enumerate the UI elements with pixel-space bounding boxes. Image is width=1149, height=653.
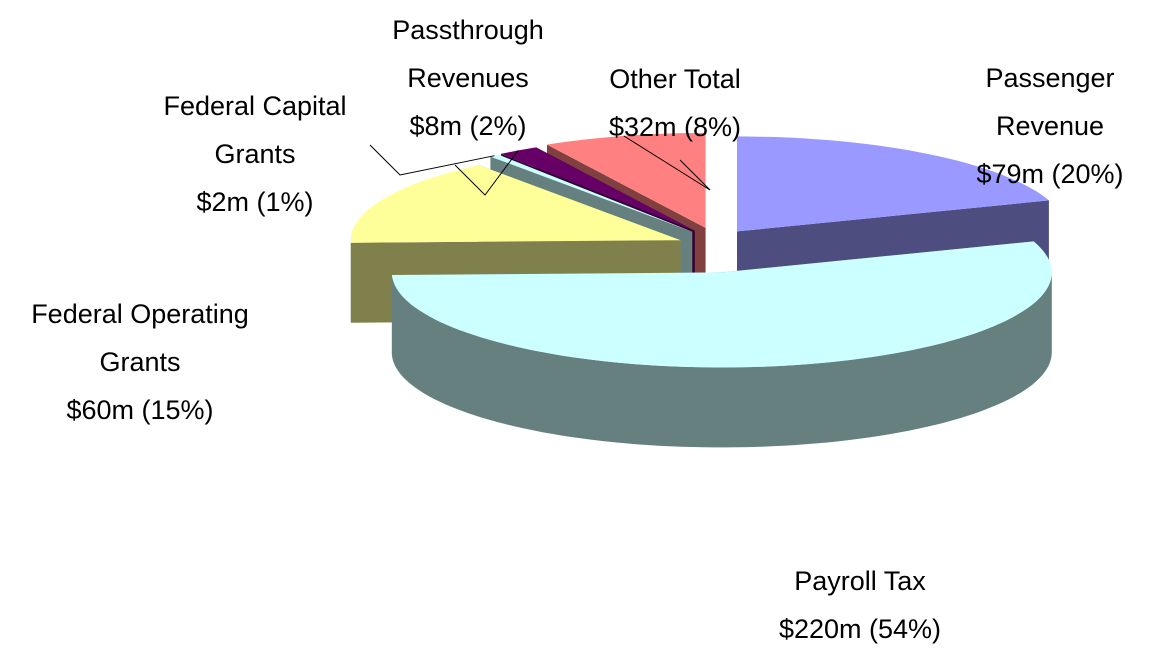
slice-top bbox=[490, 154, 693, 232]
slice-value: $79m (20%) bbox=[976, 159, 1124, 189]
slice-top bbox=[391, 241, 1052, 368]
slice-value: $32m (8%) bbox=[608, 112, 742, 142]
slice-name: Federal Capital Grants bbox=[163, 91, 347, 169]
leader-line bbox=[369, 144, 495, 176]
slice-value: $60m (15%) bbox=[66, 395, 214, 425]
slice-label: Passenger Revenue $79m (20%) bbox=[960, 54, 1140, 198]
slice-top bbox=[547, 132, 706, 228]
slice-label: Other Total $32m (8%) bbox=[575, 55, 775, 151]
slice-label: Federal Operating Grants $60m (15%) bbox=[0, 290, 280, 434]
pie-slice bbox=[391, 241, 1052, 448]
slice-value: $2m (1%) bbox=[196, 187, 314, 217]
slice-label: Federal Capital Grants $2m (1%) bbox=[135, 82, 375, 226]
slice-name: Payroll Tax bbox=[794, 566, 926, 596]
leader-line bbox=[454, 150, 519, 196]
slice-wall bbox=[391, 272, 1052, 448]
slice-top bbox=[350, 165, 681, 243]
slice-name: Passenger Revenue bbox=[985, 63, 1115, 141]
leader-line bbox=[623, 135, 711, 191]
slice-top bbox=[737, 136, 1049, 232]
slice-name: Federal Operating Grants bbox=[31, 299, 249, 377]
slice-label: Payroll Tax $220m (54%) bbox=[730, 557, 990, 653]
slice-value: $8m (2%) bbox=[409, 111, 527, 141]
slice-name: Other Total bbox=[609, 64, 741, 94]
slice-top bbox=[501, 147, 695, 231]
slice-value: $220m (54%) bbox=[778, 614, 942, 644]
slice-label: Passthrough Revenues $8m (2%) bbox=[368, 6, 568, 150]
slice-name: Passthrough Revenues bbox=[392, 15, 544, 93]
